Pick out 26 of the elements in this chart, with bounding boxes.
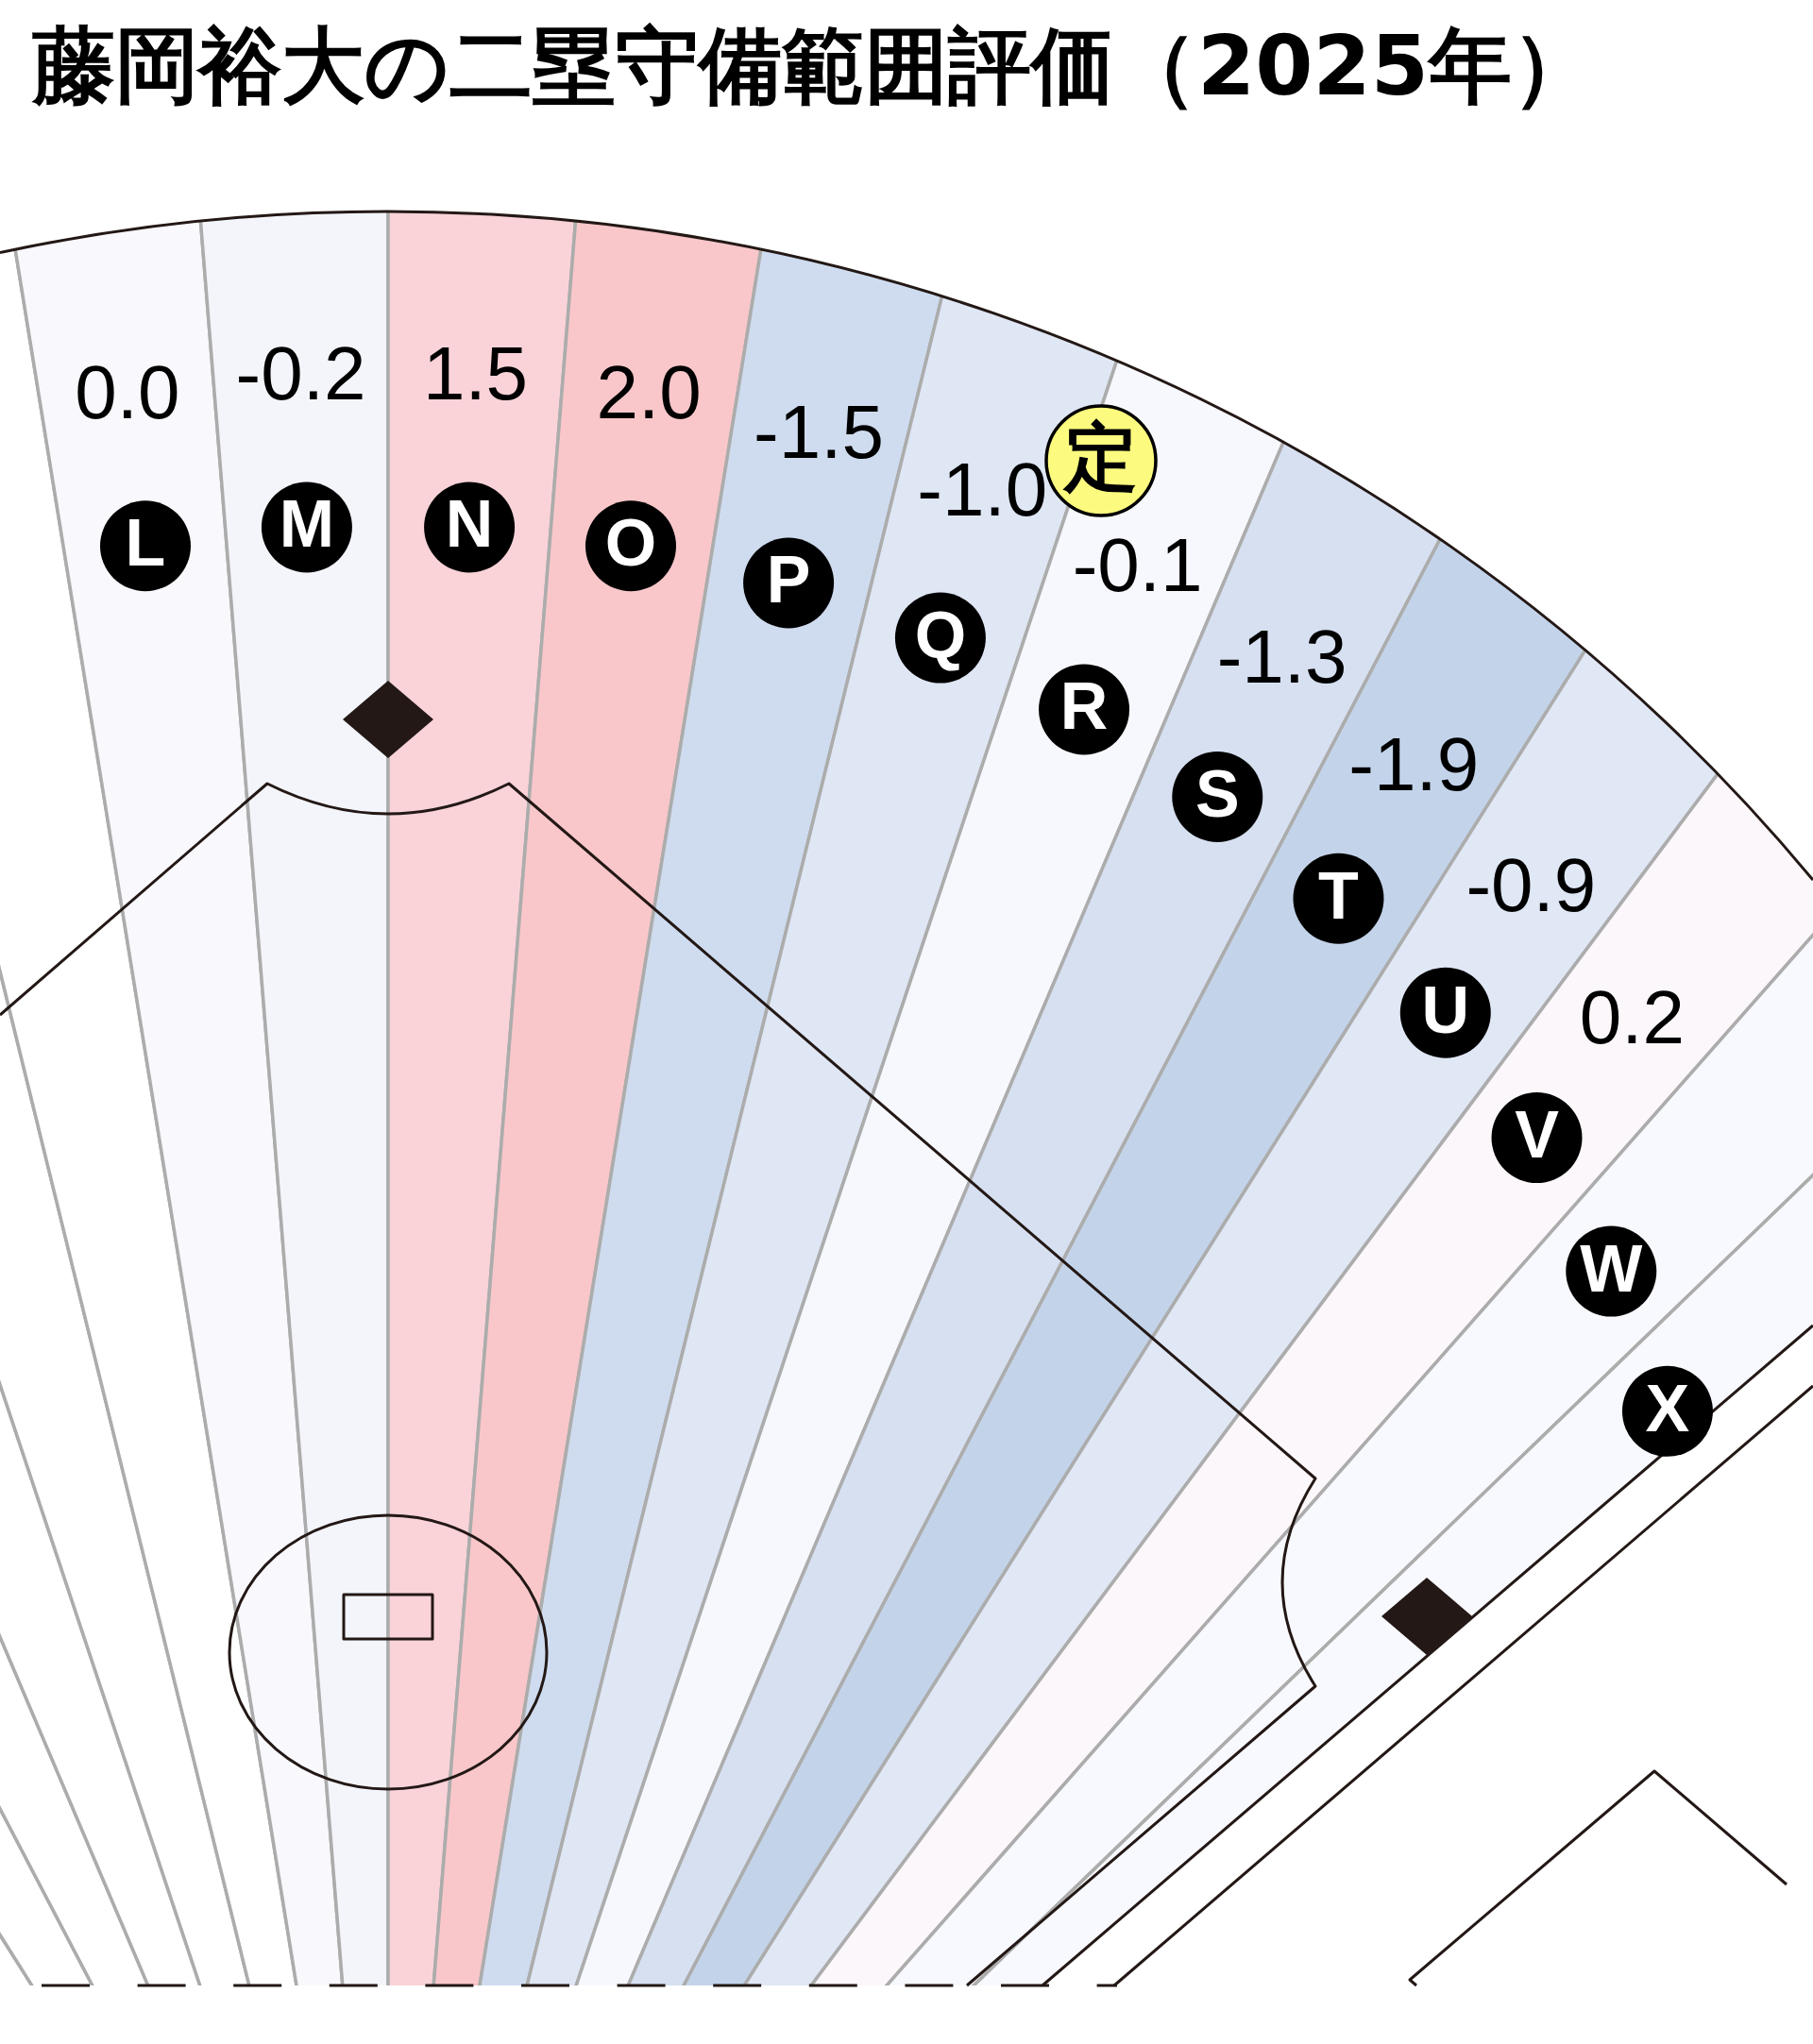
category-label: R [1059, 669, 1109, 744]
category-label: N [445, 487, 494, 562]
data-label: 0.2 [1579, 974, 1686, 1059]
data-label: 2.0 [596, 350, 702, 435]
category-label: O [604, 506, 657, 581]
category-label: X [1645, 1371, 1690, 1445]
category-label: T [1318, 858, 1359, 933]
category-label: M [279, 487, 335, 562]
text: 藤岡裕大の二塁守備範囲評価（2025年） [31, 17, 1595, 114]
data-label: 1.5 [422, 330, 529, 415]
category-label: S [1195, 757, 1240, 832]
category-label: U [1421, 972, 1470, 1047]
data-label: -1.0 [917, 447, 1048, 532]
category-label: W [1580, 1231, 1643, 1306]
data-label: 0.0 [75, 350, 180, 435]
data-label: -1.9 [1348, 721, 1480, 806]
text: 定 [1062, 414, 1138, 499]
category-label: P [766, 543, 811, 617]
category-label: Q [914, 598, 967, 672]
data-label: -0.2 [235, 330, 366, 415]
data-label: -1.5 [754, 389, 884, 474]
data-label: -0.9 [1466, 842, 1597, 927]
category-label: V [1515, 1098, 1560, 1173]
data-label: -0.1 [1072, 522, 1203, 607]
category-label: L [125, 506, 166, 581]
data-label: -1.3 [1216, 615, 1347, 700]
